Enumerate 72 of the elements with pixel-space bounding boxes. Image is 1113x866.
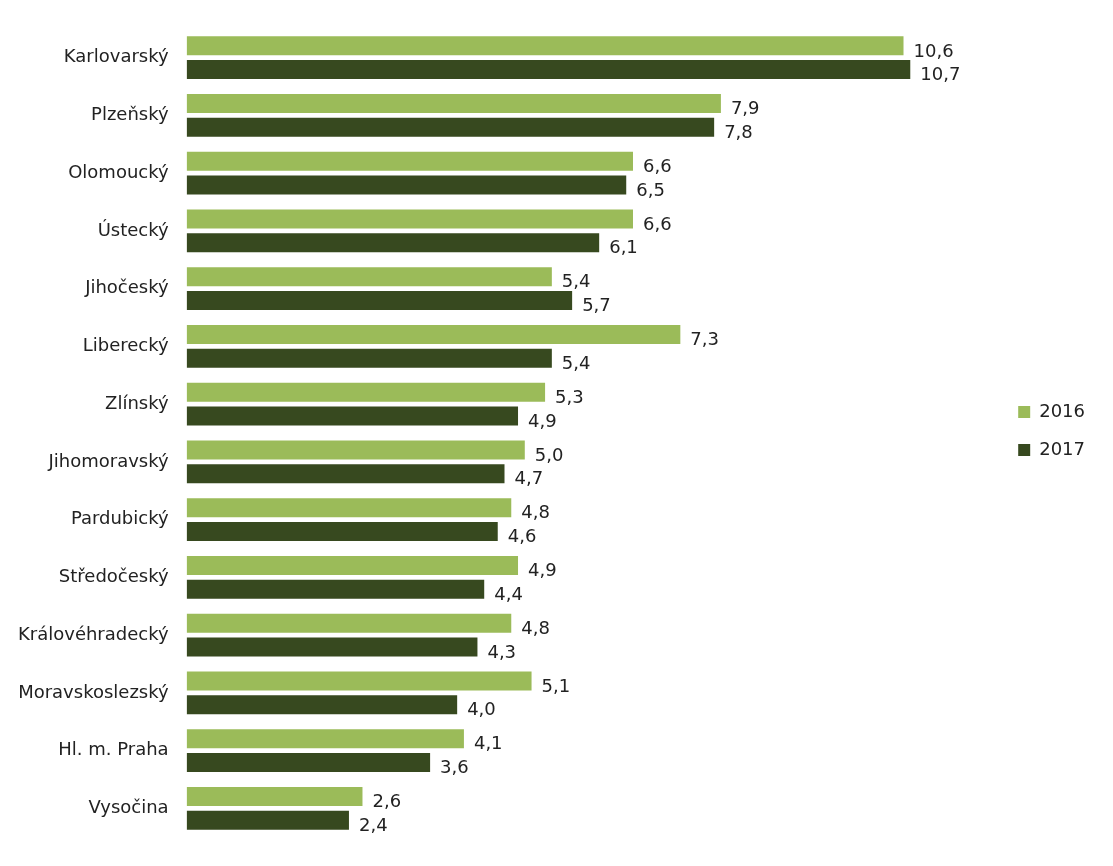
data-label: 4,9 — [528, 559, 557, 581]
bar — [186, 151, 633, 171]
data-label: 4,3 — [487, 640, 517, 662]
data-label: 7,3 — [690, 328, 719, 350]
y-tick-label: Vysočina — [88, 796, 169, 817]
bar — [186, 498, 512, 518]
data-label: 2,4 — [358, 813, 388, 835]
bar — [186, 348, 552, 368]
y-tick-label: Karlovarský — [63, 45, 169, 67]
data-label: 5,3 — [555, 385, 584, 407]
bar — [186, 440, 525, 460]
bar — [186, 94, 721, 114]
bar — [186, 117, 715, 137]
legend-label: 2017 — [1039, 437, 1085, 459]
y-tick-label: Liberecký — [82, 334, 169, 356]
data-label: 6,5 — [636, 178, 665, 200]
data-label: 4,4 — [494, 582, 523, 604]
data-label: 4,8 — [521, 501, 550, 523]
data-label: 6,1 — [609, 236, 638, 258]
data-label: 7,9 — [730, 97, 760, 119]
y-tick-label: Jihočeský — [84, 276, 169, 298]
y-tick-label: Ústecký — [97, 218, 169, 240]
bar — [186, 579, 485, 599]
y-tick-label: Moravskoslezský — [18, 680, 169, 702]
bar — [186, 695, 458, 715]
bar — [186, 464, 505, 484]
bar — [186, 729, 464, 749]
bar — [186, 556, 519, 575]
bar — [186, 521, 498, 541]
y-tick-label: Olomoucký — [68, 160, 169, 182]
bar — [186, 787, 363, 806]
bar — [186, 613, 512, 633]
data-label: 5,1 — [541, 674, 571, 696]
bar — [186, 406, 519, 426]
bar — [186, 209, 633, 229]
y-tick-label: Pardubický — [70, 507, 169, 529]
bar — [186, 175, 627, 195]
data-label: 4,9 — [528, 409, 557, 431]
data-label: 6,6 — [643, 212, 672, 234]
data-label: 5,7 — [582, 294, 611, 316]
bar — [186, 810, 349, 830]
y-tick-label: Jihomoravský — [47, 449, 169, 471]
data-label: 10,7 — [920, 63, 961, 85]
data-label: 2,6 — [372, 790, 402, 812]
bar — [186, 637, 478, 657]
bar — [186, 382, 546, 402]
data-label: 4,1 — [473, 732, 503, 754]
data-label: 5,4 — [561, 270, 591, 292]
bar — [186, 267, 552, 287]
bar — [186, 60, 911, 79]
bar — [186, 36, 904, 56]
data-label: 4,7 — [514, 467, 544, 489]
y-tick-label: Královéhradecký — [17, 622, 169, 644]
y-tick-label: Středočeský — [58, 565, 169, 587]
bar — [186, 671, 532, 691]
y-tick-label: Hl. m. Praha — [58, 738, 169, 760]
y-tick-label: Zlínský — [105, 391, 169, 413]
legend-label: 2016 — [1039, 399, 1085, 421]
y-tick-label: Plzeňský — [91, 103, 169, 125]
data-label: 3,6 — [440, 756, 469, 778]
data-label: 5,4 — [561, 351, 591, 373]
bar — [186, 291, 573, 310]
data-label: 4,0 — [467, 698, 496, 720]
data-label: 7,8 — [724, 120, 753, 142]
bar — [186, 233, 600, 253]
data-label: 4,6 — [507, 525, 537, 547]
bar — [186, 325, 681, 345]
data-label: 5,0 — [534, 443, 564, 465]
data-label: 4,8 — [521, 616, 550, 638]
bar — [186, 752, 431, 772]
data-label: 6,6 — [643, 154, 672, 176]
data-label: 10,6 — [913, 39, 954, 61]
